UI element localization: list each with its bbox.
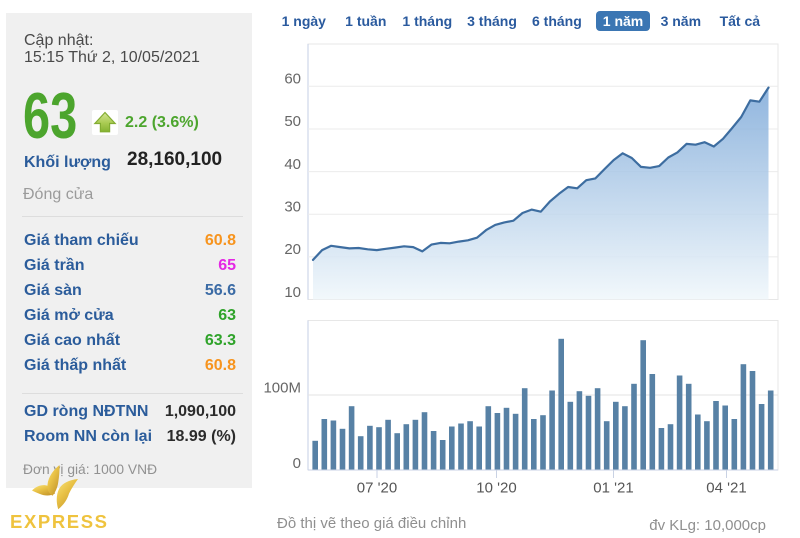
svg-text:Đồ thị vẽ theo giá điều chỉnh: Đồ thị vẽ theo giá điều chỉnh (277, 515, 466, 532)
svg-text:01 '21: 01 '21 (593, 480, 633, 497)
svg-text:04 '21: 04 '21 (706, 480, 746, 497)
svg-text:100M: 100M (263, 379, 301, 396)
svg-text:40: 40 (284, 156, 301, 173)
svg-text:10 '20: 10 '20 (476, 480, 516, 497)
svg-text:10: 10 (284, 284, 301, 301)
svg-text:50: 50 (284, 113, 301, 130)
svg-text:07 '20: 07 '20 (357, 480, 397, 497)
svg-text:20: 20 (284, 241, 301, 258)
svg-text:60: 60 (284, 71, 301, 88)
svg-text:đv KLg: 10,000cp: đv KLg: 10,000cp (649, 517, 766, 534)
svg-text:30: 30 (284, 199, 301, 216)
svg-text:0: 0 (293, 455, 301, 472)
